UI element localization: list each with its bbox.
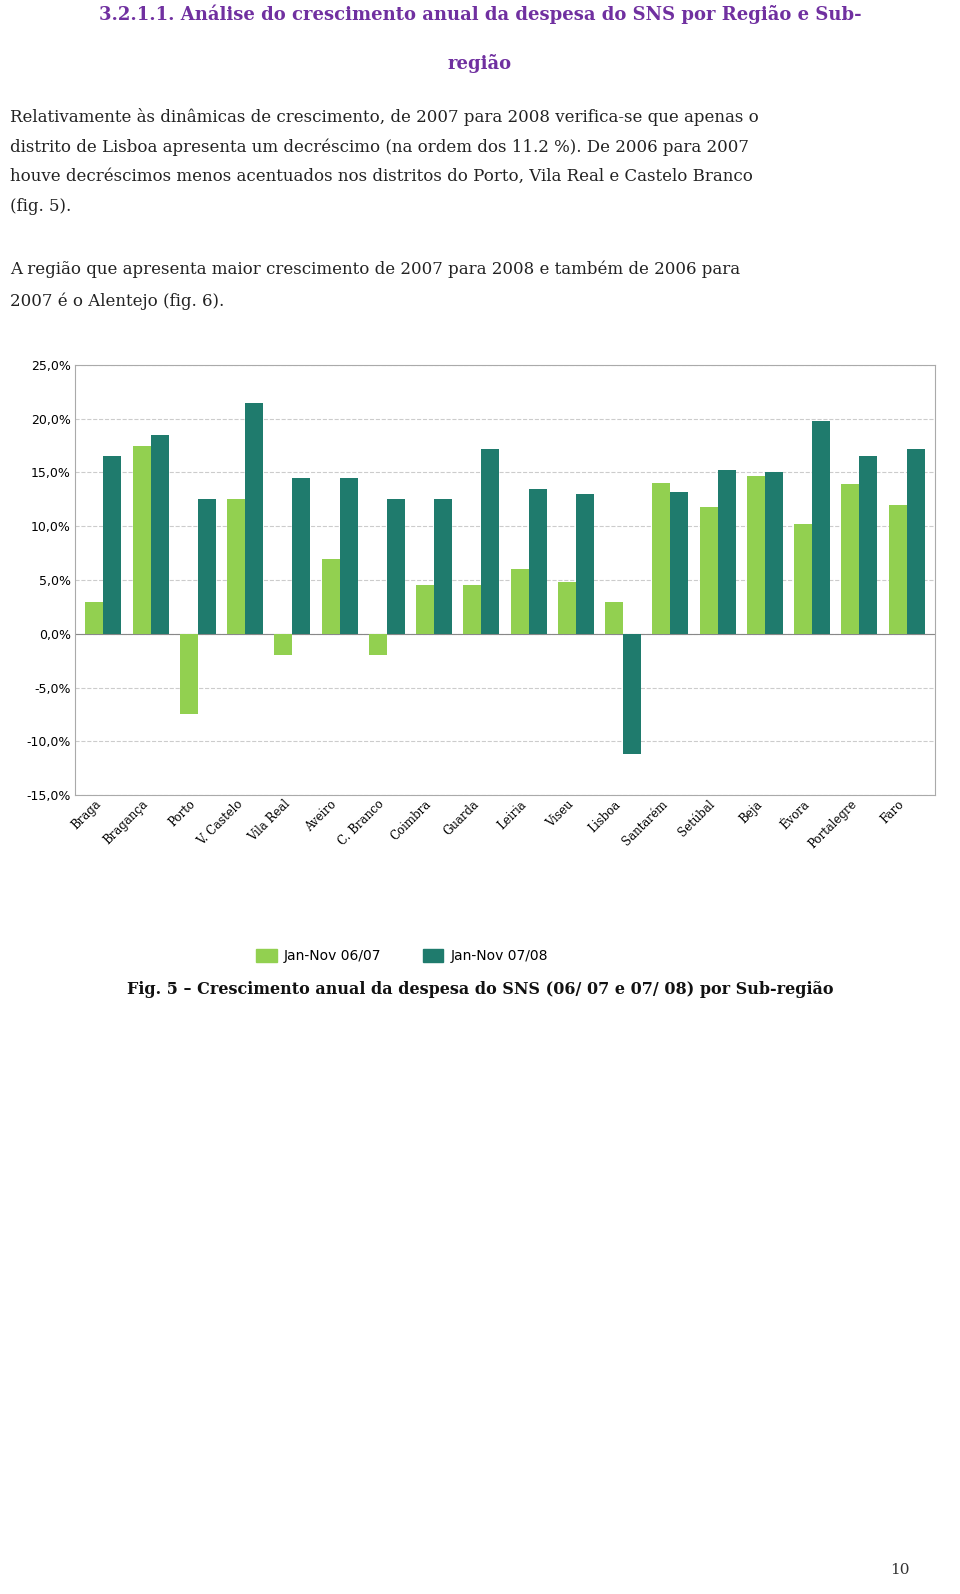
- Text: A região que apresenta maior crescimento de 2007 para 2008 e também de 2006 para: A região que apresenta maior crescimento…: [10, 260, 740, 277]
- Bar: [245, 403, 263, 634]
- Bar: [653, 483, 670, 634]
- Bar: [841, 485, 859, 634]
- Text: 2007 é o Alentejo (fig. 6).: 2007 é o Alentejo (fig. 6).: [10, 293, 225, 309]
- Bar: [151, 435, 169, 634]
- Text: 3.2.1.1. Análise do crescimento anual da despesa do SNS por Região e Sub-: 3.2.1.1. Análise do crescimento anual da…: [99, 5, 861, 24]
- Text: houve decréscimos menos acentuados nos distritos do Porto, Vila Real e Castelo B: houve decréscimos menos acentuados nos d…: [10, 167, 753, 185]
- Bar: [293, 478, 310, 634]
- Bar: [511, 569, 529, 634]
- Bar: [85, 601, 104, 634]
- Bar: [812, 421, 830, 634]
- Bar: [481, 450, 499, 634]
- Bar: [132, 446, 151, 634]
- Bar: [670, 493, 688, 634]
- Bar: [104, 456, 121, 634]
- Bar: [387, 499, 405, 634]
- Bar: [322, 558, 340, 634]
- Bar: [417, 585, 434, 634]
- Text: região: região: [448, 54, 512, 73]
- Text: Relativamente às dinâmicas de crescimento, de 2007 para 2008 verifica-se que ape: Relativamente às dinâmicas de cresciment…: [10, 108, 758, 126]
- Text: 10: 10: [890, 1564, 910, 1576]
- Bar: [623, 634, 641, 754]
- Bar: [794, 524, 812, 634]
- Bar: [747, 475, 765, 634]
- Bar: [718, 470, 735, 634]
- Bar: [605, 601, 623, 634]
- Text: Fig. 5 – Crescimento anual da despesa do SNS (06/ 07 e 07/ 08) por Sub-região: Fig. 5 – Crescimento anual da despesa do…: [127, 982, 833, 998]
- Bar: [529, 489, 546, 634]
- Bar: [434, 499, 452, 634]
- Text: (fig. 5).: (fig. 5).: [10, 198, 71, 215]
- Bar: [558, 582, 576, 634]
- Bar: [275, 634, 293, 655]
- Bar: [906, 450, 924, 634]
- Bar: [369, 634, 387, 655]
- Bar: [340, 478, 357, 634]
- Bar: [700, 507, 718, 634]
- Bar: [228, 499, 245, 634]
- Bar: [198, 499, 216, 634]
- Bar: [859, 456, 877, 634]
- Text: distrito de Lisboa apresenta um decréscimo (na ordem dos 11.2 %). De 2006 para 2: distrito de Lisboa apresenta um decrésci…: [10, 139, 749, 156]
- Bar: [464, 585, 481, 634]
- Bar: [180, 634, 198, 714]
- Bar: [576, 494, 594, 634]
- Bar: [889, 505, 906, 634]
- Legend: Jan-Nov 06/07, Jan-Nov 07/08: Jan-Nov 06/07, Jan-Nov 07/08: [251, 944, 554, 969]
- Bar: [765, 472, 782, 634]
